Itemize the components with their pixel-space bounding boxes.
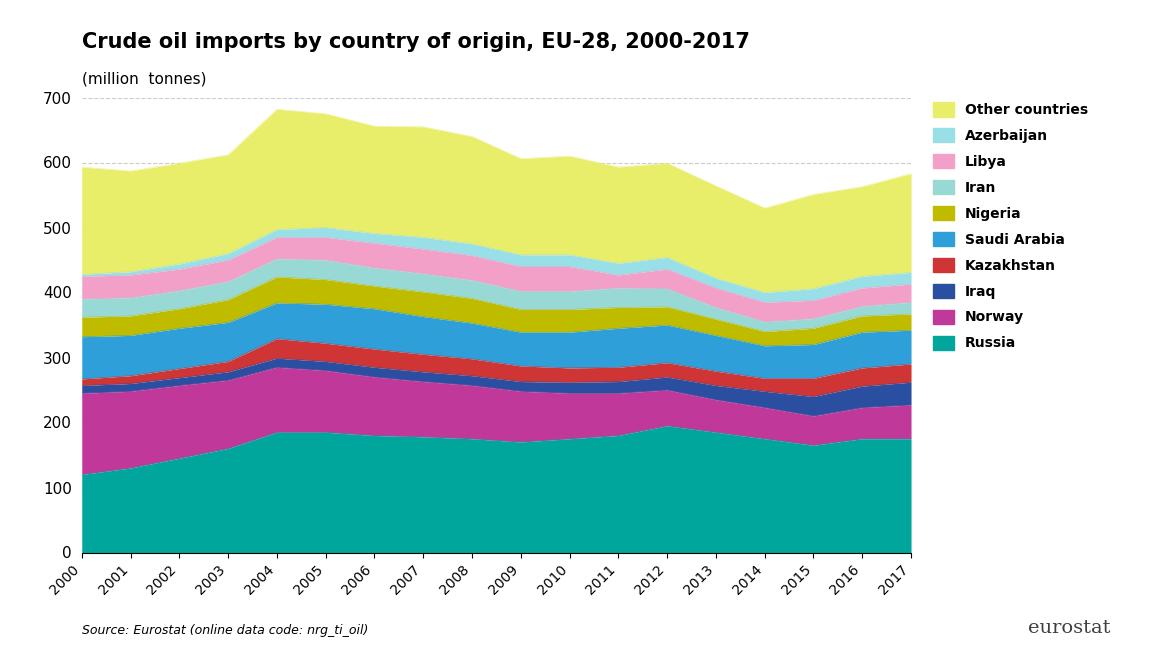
Text: (million  tonnes): (million tonnes) — [82, 72, 207, 86]
Text: Source: Eurostat (online data code: nrg_ti_oil): Source: Eurostat (online data code: nrg_… — [82, 624, 368, 637]
Text: Crude oil imports by country of origin, EU-28, 2000-2017: Crude oil imports by country of origin, … — [82, 32, 750, 53]
Text: eurostat: eurostat — [1028, 619, 1111, 637]
Legend: Other countries, Azerbaijan, Libya, Iran, Nigeria, Saudi Arabia, Kazakhstan, Ira: Other countries, Azerbaijan, Libya, Iran… — [926, 96, 1096, 358]
